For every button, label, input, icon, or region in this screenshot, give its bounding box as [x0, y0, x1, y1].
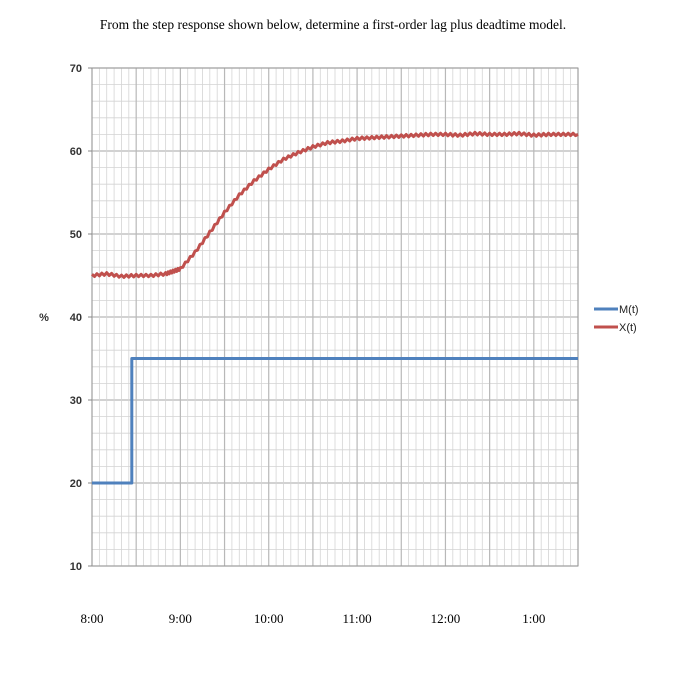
- y-tick-label: 60: [70, 146, 82, 158]
- legend-label: X(t): [619, 322, 637, 334]
- y-tick-label: 50: [70, 229, 82, 241]
- y-tick-label: 30: [70, 395, 82, 407]
- y-tick-label: 70: [70, 63, 82, 75]
- legend: M(t) X(t): [594, 304, 639, 334]
- y-axis-label: %: [39, 312, 49, 324]
- series-line-x: [91, 130, 579, 279]
- x-tick-label: 9:00: [169, 611, 192, 626]
- series-lines: [91, 130, 579, 485]
- series-line-m: [92, 357, 578, 485]
- y-tick-label: 40: [70, 312, 82, 324]
- question-prompt: From the step response shown below, dete…: [99, 17, 567, 32]
- y-axis-ticks: 10 20 30 40 50 60 70%: [39, 63, 92, 573]
- x-axis-ticks: 8:00 9:00 10:00 11:00 12:00 1:00: [80, 611, 545, 626]
- x-tick-label: 12:00: [431, 611, 461, 626]
- x-tick-label: 1:00: [522, 611, 545, 626]
- grid: [91, 67, 579, 567]
- y-tick-label: 10: [70, 561, 82, 573]
- x-tick-label: 8:00: [80, 611, 103, 626]
- legend-label: M(t): [619, 304, 639, 316]
- x-tick-label: 10:00: [254, 611, 284, 626]
- y-tick-label: 20: [70, 478, 82, 490]
- x-tick-label: 11:00: [343, 611, 372, 626]
